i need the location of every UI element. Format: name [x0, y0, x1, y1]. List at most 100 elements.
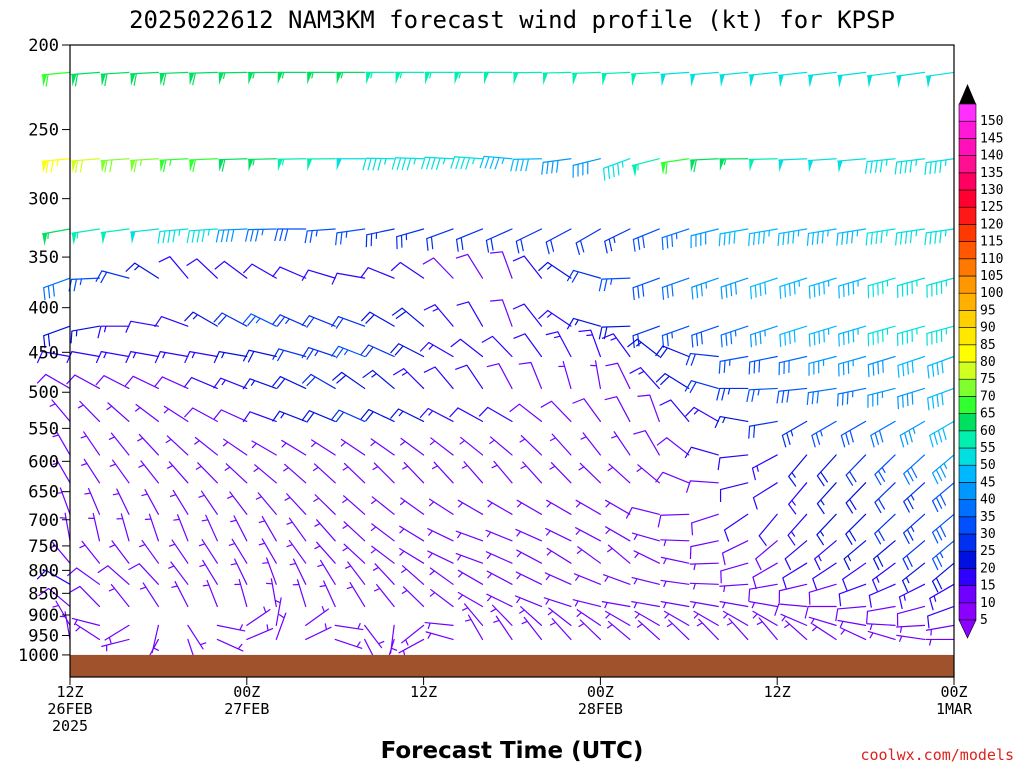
x-tick-label: 12Z: [56, 683, 83, 701]
colorbar-swatch: [958, 361, 977, 380]
wind-barb: [660, 158, 690, 175]
wind-barb: [159, 71, 189, 86]
wind-barb: [66, 374, 101, 390]
wind-barb: [607, 463, 631, 484]
wind-barb: [845, 513, 867, 546]
wind-barb: [661, 325, 690, 348]
wind-barb: [464, 614, 484, 641]
wind-barb: [929, 583, 955, 611]
wind-barb: [630, 71, 660, 87]
wind-barb: [520, 461, 543, 484]
wind-barb: [610, 431, 631, 456]
wind-barb: [515, 228, 543, 254]
colorbar-swatch: [958, 344, 977, 363]
wind-barb: [159, 158, 189, 173]
wind-barb: [429, 588, 454, 608]
wind-barb: [372, 462, 395, 484]
wind-barb: [144, 513, 159, 542]
wind-barb: [124, 375, 159, 390]
wind-barb: [749, 601, 778, 609]
wind-barb: [780, 613, 808, 626]
wind-barb: [549, 618, 572, 641]
wind-barb: [808, 355, 837, 376]
wind-barb: [396, 228, 425, 250]
wind-barb: [428, 498, 454, 515]
wind-barb: [752, 610, 778, 626]
colorbar-swatch: [958, 103, 977, 122]
wind-barb: [455, 253, 484, 279]
wind-barb: [718, 355, 749, 374]
wind-barb: [684, 406, 719, 423]
wind-barb: [154, 376, 189, 390]
wind-barb: [696, 618, 719, 641]
wind-barb: [660, 71, 690, 87]
wind-barb: [459, 436, 484, 456]
wind-barb: [758, 513, 778, 547]
colorbar-swatch: [958, 602, 977, 621]
wind-barb: [129, 158, 159, 173]
y-tick-label: 700: [28, 511, 59, 531]
colorbar-swatch: [958, 258, 977, 277]
wind-barb: [305, 605, 330, 626]
wind-barb: [633, 430, 660, 456]
wind-barb: [71, 228, 101, 246]
wind-barb: [606, 620, 631, 641]
wind-barb: [226, 491, 248, 515]
colorbar-label: 95: [980, 303, 996, 318]
colorbar-label: 55: [980, 441, 996, 456]
wind-barb: [134, 403, 159, 423]
wind-barb: [163, 405, 189, 423]
wind-barb: [774, 603, 808, 616]
wind-barb: [866, 623, 896, 631]
wind-barb: [370, 523, 395, 542]
wind-barb: [866, 605, 896, 624]
x-tick-label: 26FEB: [47, 700, 92, 718]
wind-barb: [187, 624, 207, 650]
wind-barb: [362, 369, 395, 390]
colorbar-label: 85: [980, 338, 996, 353]
wind-barb: [457, 499, 484, 515]
wind-barb: [478, 406, 513, 423]
y-tick-label: 200: [28, 36, 59, 56]
y-tick-label: 600: [28, 452, 59, 472]
wind-barb: [360, 344, 395, 358]
colorbar-swatch: [958, 533, 977, 552]
wind-barb: [399, 547, 425, 564]
wind-barb: [538, 261, 572, 279]
wind-barb: [390, 408, 425, 423]
wind-barb: [578, 619, 602, 641]
wind-barb: [927, 605, 955, 629]
wind-barb: [605, 499, 631, 515]
wind-barb: [896, 325, 926, 347]
wind-barb: [213, 409, 248, 423]
wind-barb: [266, 578, 277, 608]
wind-barb: [424, 621, 454, 630]
wind-barb: [547, 607, 572, 626]
wind-barb: [43, 325, 71, 349]
wind-barb: [168, 561, 189, 585]
colorbar-swatch: [958, 327, 977, 346]
wind-barb: [779, 325, 808, 347]
wind-barb: [716, 387, 749, 401]
wind-barb: [748, 71, 778, 88]
wind-barb: [493, 615, 513, 641]
wind-barb: [400, 565, 425, 585]
wind-barb: [843, 540, 867, 571]
colorbar-swatch: [958, 568, 977, 586]
wind-barb: [426, 228, 454, 251]
wind-barb: [402, 461, 425, 484]
wind-barb: [720, 325, 749, 348]
wind-barb: [165, 435, 189, 456]
wind-barb: [247, 158, 277, 172]
wind-barb: [129, 71, 159, 86]
wind-barb: [71, 617, 101, 626]
wind-barb: [88, 512, 101, 542]
wind-barb: [814, 540, 837, 571]
wind-barb: [816, 482, 837, 515]
wind-barb: [632, 277, 660, 301]
wind-barb: [340, 438, 366, 456]
wind-barb: [157, 228, 189, 244]
wind-barb: [112, 488, 130, 515]
colorbar-swatch: [958, 138, 977, 156]
